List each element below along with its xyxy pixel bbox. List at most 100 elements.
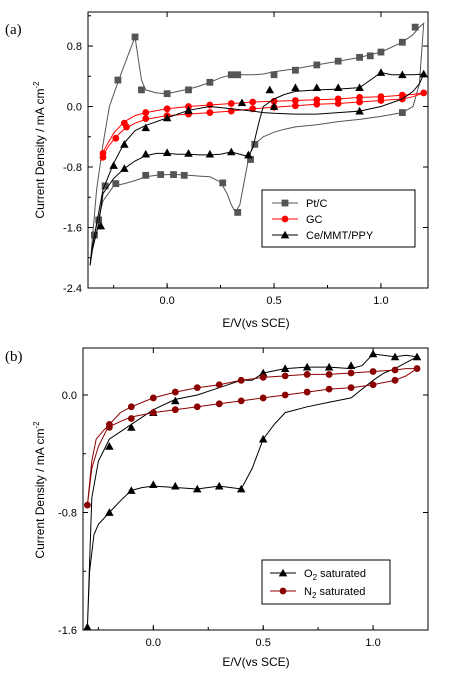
panel-a-series-1-point <box>420 89 428 97</box>
panel-a-series-0-point <box>234 208 242 216</box>
panel-b-series-1-point <box>105 420 113 428</box>
panel-b-series-1-point <box>127 415 135 422</box>
panel-a-series-1-point <box>163 105 171 113</box>
panel-a-ylabel: Current Density / mA cm-2 <box>32 81 47 219</box>
panel-a-series-2-point <box>184 106 193 114</box>
panel-a-series-2-point <box>227 147 236 156</box>
panel-a-series-0-point <box>227 71 235 79</box>
panel-a-series-0-point <box>170 171 177 178</box>
panel-b-series-0-point <box>258 368 268 377</box>
panel-a-series-2-point <box>419 69 428 78</box>
panel-a-series-1-point <box>112 134 120 142</box>
panel-a-series-0-point <box>366 52 374 60</box>
panel-b-series-1-point <box>325 371 333 378</box>
panel-a-series-2-point <box>120 164 129 172</box>
panel-a-series-0-point <box>138 86 145 94</box>
panel-a-ylabel-main: Current Density / mA cm <box>33 89 47 219</box>
panel-a-ytick-label: -2.4 <box>63 283 82 295</box>
panel-a-series-0-point <box>131 33 139 41</box>
panel-a-series-1-point <box>120 119 128 127</box>
panel-a-ylabel-sup: -2 <box>32 81 41 89</box>
panel-b-series-0-point <box>412 352 422 361</box>
panel-a-series-0-point <box>95 216 103 224</box>
panel-a-series-0-point <box>114 76 122 84</box>
panel-b-series-1-point <box>171 388 179 396</box>
panel-a-frame <box>87 11 429 289</box>
panel-a-series-1-point <box>142 109 150 116</box>
panel-a-xtick-label: 0.0 <box>159 295 174 307</box>
panel-a-series-0-point <box>377 48 385 56</box>
panel-b-series-0-point <box>390 352 400 361</box>
panel-a-series-2-point <box>265 85 275 94</box>
panel-b-series-1-point <box>413 365 421 372</box>
panel-b-series-1-point <box>325 385 333 393</box>
panel-a-series-0-point <box>398 109 406 116</box>
panel-b-series <box>83 349 422 631</box>
panel-b-series-0-point <box>83 622 92 631</box>
panel-b-series-1-point <box>171 406 179 414</box>
panel-b-series-1-point <box>259 373 267 381</box>
panel-b-series-1-point <box>237 376 245 384</box>
panel-a-series-1-point <box>313 96 321 104</box>
panel-b-series-1-line <box>86 368 419 506</box>
panel-a-series-1-point <box>249 98 257 106</box>
panel-b-series-1-point <box>215 400 223 408</box>
panel-b-series-1-point <box>303 371 311 378</box>
panel-a-series-1-point <box>398 91 406 99</box>
panel-b-series-1-point <box>369 368 377 375</box>
panel-a-series-0-point <box>234 71 242 79</box>
panel-a-series-1-point <box>99 150 107 157</box>
panel-b-series-1-point <box>347 384 355 392</box>
panel-a-series-2-point <box>141 149 150 158</box>
panel-a-label: (a) <box>5 22 22 38</box>
panel-b-series-0-point <box>127 486 136 494</box>
panel-b-series-1-point <box>391 376 399 384</box>
panel-a-ticks: 0.0 0.5 1.0 0.8 0.0 -0.8 -1.6 -2.4 <box>63 12 428 307</box>
panel-b-series-1-point <box>369 381 377 389</box>
panel-b-series-0-point <box>149 480 158 488</box>
panel-b-series-0-point <box>127 423 136 431</box>
panel-a-ytick-label: -1.6 <box>63 223 82 235</box>
panel-b-series-1-point <box>281 391 289 399</box>
panel-a-series-0-point <box>112 180 120 188</box>
panel-a-series-1 <box>99 89 428 162</box>
panel-b-series-0-point <box>214 481 224 490</box>
panel-b-legend-box <box>261 559 391 605</box>
panel-b: (b) 0.0 0.5 1.0 0.0 -0.8 -1.6 E/V(vs SCE) Cur… <box>5 347 429 669</box>
panel-b-series-0-point <box>368 349 378 358</box>
panel-b-series-0-legend-label: O2 saturated <box>304 568 366 582</box>
panel-a-series-0-point <box>142 171 150 179</box>
panel-b-series-1-point <box>391 366 399 374</box>
panel-a-series-2-point <box>269 102 279 110</box>
panel-b-series-1 <box>83 365 421 509</box>
panel-b-series-1-point <box>193 384 201 392</box>
panel-a-series-2-point <box>244 150 253 159</box>
panel-a-series-1-point <box>356 94 363 101</box>
panel-a-series-0-point <box>180 171 188 179</box>
panel-b-series-0-point <box>324 362 334 371</box>
panel-a-series-2-point <box>162 148 172 157</box>
panel-b-label: (b) <box>5 349 23 365</box>
panel-a-series-2-point <box>355 83 364 92</box>
panel-a-series-2-point <box>355 106 364 115</box>
panel-a-series-2-point <box>312 83 322 92</box>
panel-a-series-2-legend-label: Ce/MMT/PPY <box>306 230 374 242</box>
panel-b-series-0-point <box>193 484 202 493</box>
panel-a-series-2-point <box>398 70 407 79</box>
panel-b-series-1-point <box>303 388 311 396</box>
panel-a-series-0-point <box>185 86 192 94</box>
panel-b-series-1-point <box>281 372 289 380</box>
panel-a-series-2-point <box>184 149 193 157</box>
panel-a-series-2-point <box>333 83 343 92</box>
panel-b-ticks: 0.0 0.5 1.0 0.0 -0.8 -1.6 <box>58 348 429 649</box>
panel-b-series-0-line <box>86 353 419 628</box>
panel-a-series-0-point <box>219 179 227 187</box>
panel-a-series-0-point <box>251 140 259 148</box>
panel-b-series-0 <box>83 349 422 631</box>
panel-a-series-0-point <box>411 23 419 31</box>
panel-b-xtick-label: 0.5 <box>256 637 271 649</box>
panel-a-xtick-label: 0.5 <box>266 295 281 307</box>
panel-b-series-1-point <box>237 397 245 405</box>
panel-b-series-1-point <box>259 394 267 402</box>
